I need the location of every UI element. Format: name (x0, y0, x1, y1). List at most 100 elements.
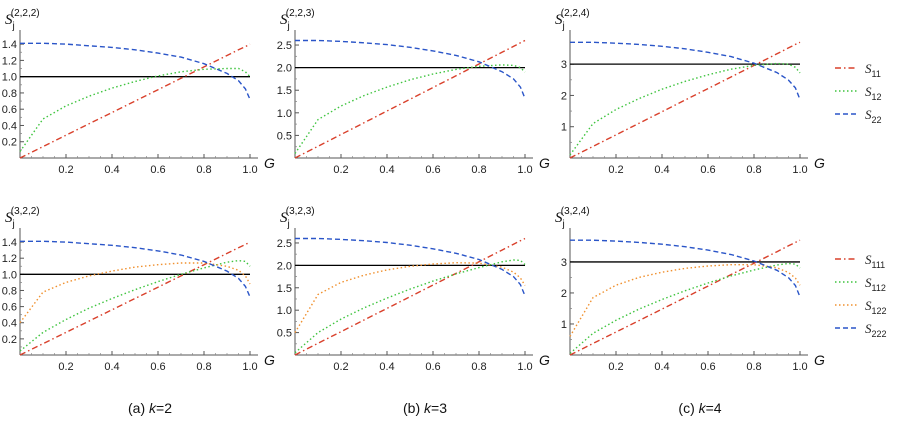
y-tick-label: 3 (561, 59, 567, 71)
x-tick-label: 0.4 (104, 361, 119, 373)
series-s122 (294, 261, 526, 333)
y-tick-label: 0.2 (2, 137, 17, 149)
y-tick-label: 0.4 (2, 120, 17, 132)
series-s12 (19, 67, 251, 152)
y-axis-label: Sj(2,2,3) (280, 8, 315, 32)
x-tick-label: 0.4 (654, 361, 669, 373)
series-s111 (569, 239, 801, 356)
x-tick-label: 1.0 (517, 164, 532, 176)
y-axis-label: Sj(2,2,2) (5, 8, 40, 32)
legend-label: S112 (865, 275, 886, 293)
x-tick-label: 0.6 (700, 164, 715, 176)
x-tick-label: 1.0 (242, 164, 257, 176)
series-s222 (20, 240, 251, 298)
y-tick-label: 1 (561, 319, 567, 331)
y-tick-label: 0.4 (2, 318, 17, 330)
y-tick-label: 0.2 (2, 334, 17, 346)
y-tick-label: 0.5 (277, 130, 292, 142)
legend-label: S111 (865, 252, 885, 270)
x-tick-label: 0.6 (425, 361, 440, 373)
legend-2: S111 S112 S122 S222 (835, 252, 887, 339)
x-axis-label: G (264, 352, 275, 368)
y-tick-label: 1.0 (2, 72, 17, 84)
y-tick-label: 0.6 (2, 302, 17, 314)
x-tick-label: 0.6 (150, 361, 165, 373)
y-tick-label: 0.6 (2, 104, 17, 116)
x-tick-label: 1.0 (792, 164, 807, 176)
panel-6: 1 2 3 0.2 0.4 0.6 0.8 1.0 Sj(3,2,4) G (555, 206, 825, 373)
y-tick-label: 3 (561, 257, 567, 269)
panel-5: 0.5 1.0 1.5 2.0 2.5 0.2 0.4 0.6 0.8 1.0 Sj(3,2,3) G (277, 206, 550, 373)
y-axis-label: Sj(3,2,4) (555, 206, 590, 230)
caption-3: (c) k=4 (678, 400, 721, 416)
x-tick-label: 0.2 (58, 164, 73, 176)
y-tick-label: 1.4 (2, 237, 17, 249)
series-s22 (20, 42, 251, 100)
series-s12 (294, 64, 526, 154)
series-s122 (19, 262, 251, 324)
y-axis-label: Sj(3,2,2) (5, 206, 40, 230)
series-s22 (570, 41, 801, 100)
x-tick-label: 0.4 (379, 164, 394, 176)
y-tick-label: 2.0 (277, 63, 292, 75)
legend-label: S12 (865, 84, 882, 102)
y-tick-label: 1.0 (277, 108, 292, 120)
y-tick-label: 1.2 (2, 55, 17, 67)
x-tick-label: 0.4 (379, 361, 394, 373)
y-tick-label: 1.2 (2, 253, 17, 265)
series-s112 (569, 262, 801, 354)
x-tick-label: 0.6 (425, 164, 440, 176)
x-tick-label: 0.2 (608, 361, 623, 373)
y-tick-label: 1.4 (2, 39, 17, 51)
y-tick-label: 1 (561, 122, 567, 134)
series-s112 (294, 259, 526, 354)
y-tick-label: 2.5 (277, 238, 292, 250)
x-tick-label: 1.0 (792, 361, 807, 373)
x-tick-label: 0.8 (471, 361, 486, 373)
x-tick-label: 0.2 (58, 361, 73, 373)
x-tick-label: 0.4 (104, 164, 119, 176)
series-s11 (569, 41, 801, 159)
x-tick-label: 0.8 (746, 361, 761, 373)
x-tick-label: 0.8 (196, 361, 211, 373)
legend-label: S222 (865, 321, 887, 339)
y-tick-label: 2 (561, 288, 567, 300)
x-tick-label: 0.2 (608, 164, 623, 176)
y-tick-label: 2.0 (277, 260, 292, 272)
x-axis-label: G (539, 352, 550, 368)
y-tick-label: 1.5 (277, 85, 292, 97)
y-tick-label: 1.5 (277, 283, 292, 295)
series-s111 (294, 237, 526, 356)
legend-label: S122 (865, 298, 887, 316)
panel-4: 0.2 0.4 0.6 0.8 1.0 1.2 1.4 0.2 0.4 0.6 0.8 1.0 Sj(3… (2, 206, 275, 373)
series-s111 (19, 241, 251, 356)
y-axis-label: Sj(3,2,3) (280, 206, 315, 230)
y-axis-label: Sj(2,2,4) (555, 8, 590, 32)
x-tick-label: 0.6 (700, 361, 715, 373)
legend-1: S11 S12 S22 (835, 61, 882, 125)
x-axis-label: G (264, 155, 275, 171)
y-tick-label: 1.0 (2, 269, 17, 281)
x-tick-label: 0.2 (333, 164, 348, 176)
panel-1: 0.2 0.4 0.6 0.8 1.0 1.2 1.4 0.2 0.4 0.6 0.8 1.0 Sj(2… (2, 8, 275, 176)
y-tick-label: 2.5 (277, 40, 292, 52)
x-tick-label: 0.4 (654, 164, 669, 176)
y-tick-label: 1.0 (277, 305, 292, 317)
panel-3: 1 2 3 0.2 0.4 0.6 0.8 1.0 Sj(2,2,4) G (555, 8, 825, 176)
series-s122 (569, 264, 801, 337)
legend-label: S22 (865, 107, 882, 125)
x-axis-label: G (814, 352, 825, 368)
series-s12 (569, 62, 801, 156)
series-s22 (295, 39, 526, 99)
series-s11 (294, 39, 526, 159)
series-s11 (19, 43, 251, 159)
series-s222 (295, 237, 526, 297)
x-tick-label: 1.0 (242, 361, 257, 373)
x-tick-label: 0.8 (196, 164, 211, 176)
y-tick-label: 0.5 (277, 328, 292, 340)
x-axis-label: G (539, 155, 550, 171)
x-tick-label: 0.6 (150, 164, 165, 176)
y-tick-label: 0.8 (2, 285, 17, 297)
series-s222 (570, 239, 801, 298)
